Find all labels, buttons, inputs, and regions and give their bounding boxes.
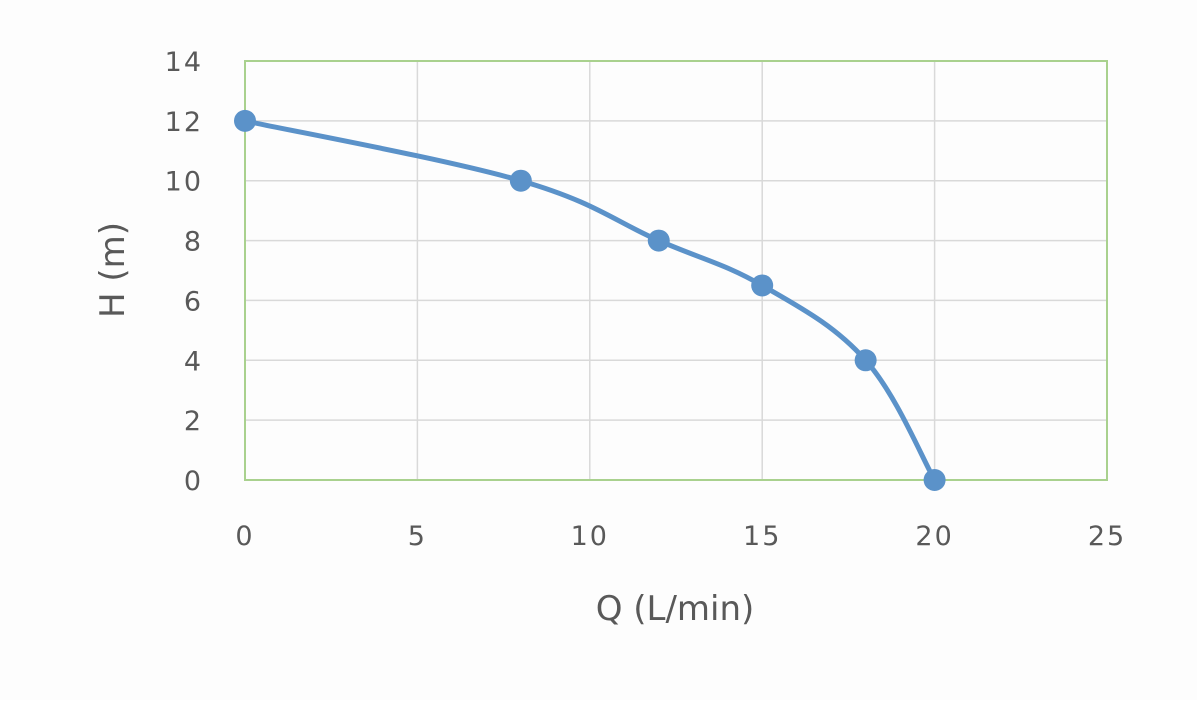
x-tick-label: 25 <box>1088 521 1126 552</box>
x-tick-label: 10 <box>571 521 609 552</box>
data-point <box>854 349 877 372</box>
y-tick-label: 6 <box>184 286 203 317</box>
y-axis-ticks: 0 2 4 6 8 10 12 14 <box>165 47 203 497</box>
x-tick-label: 0 <box>235 521 254 552</box>
data-point <box>647 229 670 252</box>
data-point <box>509 169 532 192</box>
y-tick-label: 12 <box>165 107 203 138</box>
y-tick-label: 4 <box>184 346 203 377</box>
data-points <box>234 109 946 491</box>
y-tick-label: 0 <box>184 466 203 497</box>
plot-area-border <box>244 60 1108 481</box>
y-tick-label: 2 <box>184 406 203 437</box>
data-point <box>234 109 256 132</box>
x-tick-label: 5 <box>408 521 427 552</box>
x-tick-label: 15 <box>743 521 781 552</box>
y-tick-label: 8 <box>184 227 203 258</box>
x-tick-label: 20 <box>915 521 953 552</box>
data-point <box>923 469 946 491</box>
y-axis-title: H (m) <box>93 222 133 318</box>
gridlines <box>244 60 1108 481</box>
y-tick-label: 10 <box>165 167 203 198</box>
x-axis-ticks: 0 5 10 15 20 25 <box>235 521 1126 552</box>
y-tick-label: 14 <box>165 47 203 78</box>
x-axis-title: Q (L/min) <box>596 589 755 629</box>
data-point <box>751 274 774 297</box>
